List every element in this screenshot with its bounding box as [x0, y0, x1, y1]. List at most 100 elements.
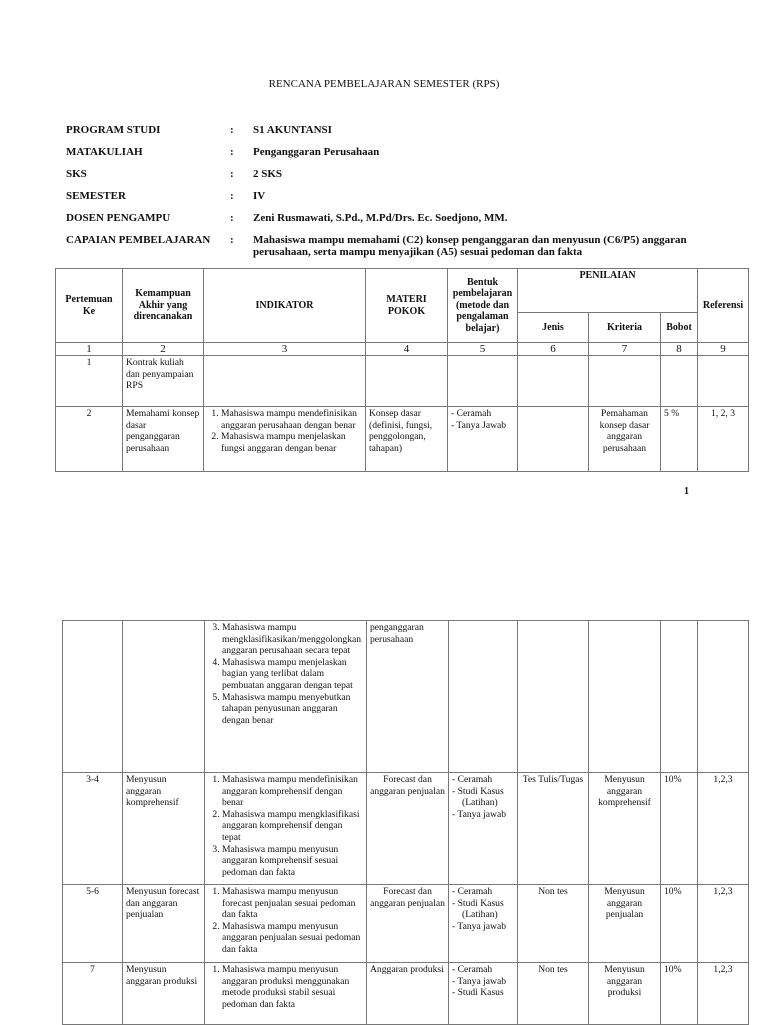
cell-pertemuan: 5-6	[62, 884, 123, 963]
rps-table-page-2: Mahasiswa mampu mengklasifikasikan/mengg…	[62, 620, 749, 1025]
cell-bobot	[660, 620, 698, 773]
bentuk-item: Ceramah	[457, 408, 514, 420]
indikator-item: Mahasiswa mampu mendefinisikan anggaran …	[221, 408, 362, 431]
column-number: 8	[659, 342, 699, 356]
info-value: IV	[253, 190, 266, 202]
cell-jenis	[517, 406, 589, 472]
bentuk-item: Ceramah	[458, 886, 514, 898]
cell-kriteria: Menyusun anggaran produksi	[588, 962, 661, 1025]
indikator-item: Mahasiswa mampu menyusun anggaran produk…	[222, 964, 363, 1010]
cell-kriteria: Menyusun anggaran penjualan	[588, 884, 661, 963]
cell-bobot	[659, 355, 699, 407]
column-number: 5	[447, 342, 518, 356]
indikator-item: Mahasiswa mampu menjelaskan bagian yang …	[222, 657, 363, 692]
header-bobot: Bobot	[659, 312, 699, 343]
cell-indikator: Mahasiswa mampu menyusun forecast penjua…	[204, 884, 367, 963]
table-row: 1 Kontrak kuliah dan penyampaian RPS	[55, 355, 750, 407]
page-number: 1	[684, 486, 689, 497]
cell-pertemuan: 3-4	[62, 772, 123, 885]
cell-jenis: Tes Tulis/Tugas	[517, 772, 589, 885]
cell-bentuk: CeramahTanya jawabStudi Kasus	[448, 962, 518, 1025]
info-label: SEMESTER	[66, 190, 126, 202]
column-number: 6	[517, 342, 589, 356]
info-value: S1 AKUNTANSI	[253, 124, 332, 136]
cell-jenis: Non tes	[517, 962, 589, 1025]
info-value: Zeni Rusmawati, S.Pd., M.Pd/Drs. Ec. Soe…	[253, 212, 508, 224]
cell-kriteria: Menyusun anggaran komprehensif	[588, 772, 661, 885]
column-number: 1	[55, 342, 123, 356]
info-colon: :	[230, 212, 234, 224]
cell-kriteria: Pemahaman konsep dasar anggaran perusaha…	[588, 406, 661, 472]
cell-materi: Anggaran produksi	[366, 962, 449, 1025]
bentuk-item: Tanya Jawab	[456, 420, 514, 432]
header-jenis: Jenis	[517, 312, 589, 343]
info-value: 2 SKS	[253, 168, 283, 180]
cell-pertemuan	[62, 620, 123, 773]
column-number: 7	[588, 342, 661, 356]
cell-bentuk	[447, 355, 518, 407]
cell-materi	[365, 355, 448, 407]
cell-materi: Forecast dan anggaran penjualan	[366, 884, 449, 963]
document-title: RENCANA PEMBELAJARAN SEMESTER (RPS)	[268, 78, 500, 90]
header-referensi: Referensi	[697, 268, 750, 343]
cell-pertemuan: 2	[55, 406, 123, 472]
info-label: DOSEN PENGAMPU	[66, 212, 171, 224]
cell-materi: Forecast dan anggaran penjualan	[366, 772, 449, 885]
indikator-item: Mahasiswa mampu menyusun anggaran kompre…	[222, 844, 363, 879]
header-materi: MATERI POKOK	[365, 268, 448, 343]
cell-jenis	[517, 620, 589, 773]
table-row: 3-4 Menyusun anggaran komprehensif Mahas…	[62, 772, 749, 885]
indikator-item: Mahasiswa mampu mengklasifikasi anggaran…	[222, 809, 363, 844]
indikator-item: Mahasiswa mampu menyusun forecast penjua…	[222, 886, 363, 921]
cell-kemampuan	[122, 620, 205, 773]
header-pertemuan: Pertemuan Ke	[55, 268, 123, 343]
info-colon: :	[230, 168, 234, 180]
cell-pertemuan: 7	[62, 962, 123, 1025]
cell-referensi	[697, 620, 749, 773]
cell-indikator	[203, 355, 366, 407]
bentuk-item: Studi Kasus (Latihan)	[458, 898, 514, 921]
rps-table-page-1: Pertemuan Ke Kemampuan Akhir yang direnc…	[55, 268, 750, 472]
cell-jenis	[517, 355, 589, 407]
column-number: 4	[365, 342, 448, 356]
bentuk-item: Ceramah	[458, 964, 514, 976]
bentuk-item: Studi Kasus	[458, 987, 514, 999]
cell-jenis: Non tes	[517, 884, 589, 963]
cell-referensi: 1, 2, 3	[697, 406, 750, 472]
info-label: CAPAIAN PEMBELAJARAN	[66, 234, 211, 246]
info-colon: :	[230, 190, 234, 202]
header-indikator: INDIKATOR	[203, 268, 366, 343]
info-colon: :	[230, 124, 234, 136]
cell-referensi: 1,2,3	[697, 884, 749, 963]
cell-kemampuan: Menyusun forecast dan anggaran penjualan	[122, 884, 205, 963]
info-label: MATAKULIAH	[66, 146, 143, 158]
cell-kriteria	[588, 620, 661, 773]
indikator-item: Mahasiswa mampu menjelaskan fungsi angga…	[221, 431, 362, 454]
cell-referensi: 1,2,3	[697, 772, 749, 885]
cell-kemampuan: Memahami konsep dasar penganggaran perus…	[122, 406, 204, 472]
table-row: 5-6 Menyusun forecast dan anggaran penju…	[62, 884, 749, 963]
cell-indikator: Mahasiswa mampu mendefinisikan anggaran …	[204, 772, 367, 885]
column-number: 2	[122, 342, 204, 356]
column-number: 9	[697, 342, 750, 356]
bentuk-item: Tanya jawab	[457, 976, 514, 988]
info-label: SKS	[66, 168, 87, 180]
info-label: PROGRAM STUDI	[66, 124, 161, 136]
cell-bentuk: CeramahTanya Jawab	[447, 406, 518, 472]
header-kriteria: Kriteria	[588, 312, 661, 343]
table-row: 7 Menyusun anggaran produksi Mahasiswa m…	[62, 962, 749, 1025]
info-value: Penganggaran Perusahaan	[253, 146, 380, 158]
cell-bentuk: CeramahStudi Kasus (Latihan)Tanya jawab	[448, 884, 518, 963]
indikator-item: Mahasiswa mampu mendefinisikan anggaran …	[222, 774, 363, 809]
cell-bobot: 10%	[660, 772, 698, 885]
table-row: 2 Memahami konsep dasar penganggaran per…	[55, 406, 750, 472]
table-row: Mahasiswa mampu mengklasifikasikan/mengg…	[62, 620, 749, 773]
indikator-item: Mahasiswa mampu mengklasifikasikan/mengg…	[222, 622, 363, 657]
cell-indikator: Mahasiswa mampu menyusun anggaran produk…	[204, 962, 367, 1025]
bentuk-item: Tanya jawab	[457, 921, 514, 933]
bentuk-item: Studi Kasus (Latihan)	[458, 786, 514, 809]
cell-kemampuan: Menyusun anggaran komprehensif	[122, 772, 205, 885]
bentuk-item: Tanya jawab	[457, 809, 514, 821]
cell-indikator: Mahasiswa mampu mengklasifikasikan/mengg…	[204, 620, 367, 773]
cell-bobot: 10%	[660, 962, 698, 1025]
